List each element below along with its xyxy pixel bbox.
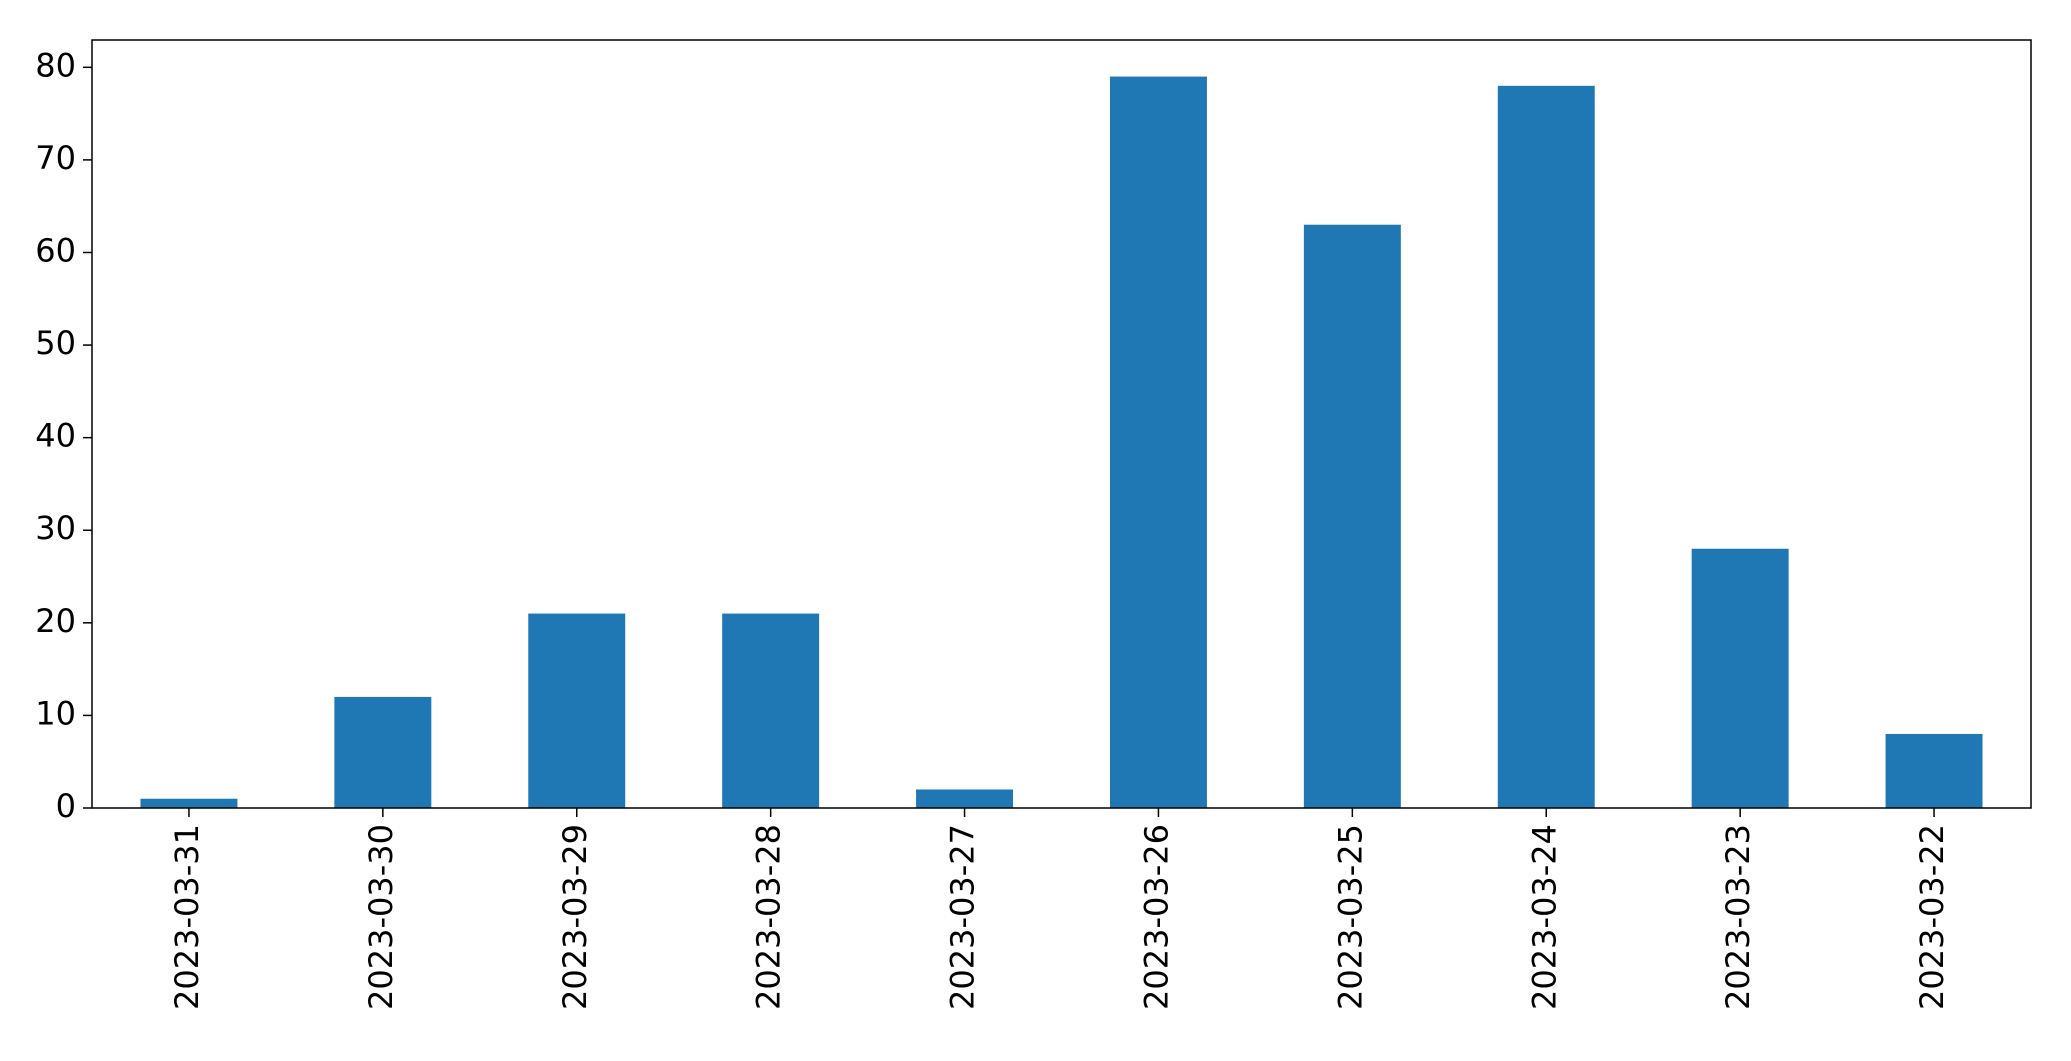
bar [528,613,626,808]
x-tick-label: 2023-03-25 [1331,824,1369,1010]
bar [916,789,1014,808]
bar [140,798,238,808]
axes-frame [91,39,2032,809]
bar [334,696,432,808]
bar [1497,85,1595,808]
x-tick-label: 2023-03-27 [944,824,982,1010]
y-tick-label: 60 [35,231,76,269]
y-tick-label: 80 [35,46,76,84]
x-tick-label: 2023-03-24 [1525,824,1563,1010]
y-tick-label: 20 [35,602,76,640]
x-tick-label: 2023-03-28 [750,824,788,1010]
x-tick-label: 2023-03-23 [1719,824,1757,1010]
y-tick-label: 40 [35,417,76,455]
x-tick-label: 2023-03-22 [1913,824,1951,1010]
y-tick-label: 0 [56,787,76,825]
bar [1109,76,1207,809]
y-tick-label: 10 [35,694,76,732]
x-tick-label: 2023-03-26 [1137,824,1175,1010]
x-tick-label: 2023-03-29 [556,824,594,1010]
y-tick-label: 50 [35,324,76,362]
bar [722,613,820,808]
x-tick-label: 2023-03-30 [362,824,400,1010]
bar [1303,224,1401,808]
bar [1885,733,1983,808]
y-tick-label: 70 [35,139,76,177]
bar [1691,548,1789,808]
x-tick-label: 2023-03-31 [168,824,206,1010]
y-tick-label: 30 [35,509,76,547]
